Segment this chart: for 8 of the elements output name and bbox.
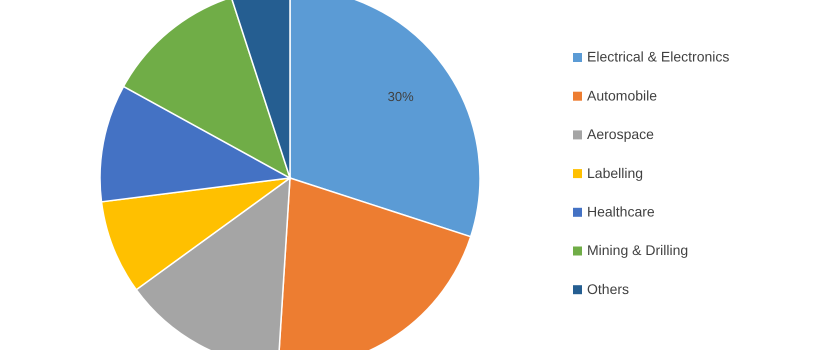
data-label: 30% <box>388 89 414 104</box>
legend-label: Automobile <box>587 87 658 104</box>
legend-label: Healthcare <box>587 204 655 220</box>
legend-label: Labelling <box>587 164 644 181</box>
legend-label: Electrical & Electronics <box>587 48 730 65</box>
legend-label: Aerospace <box>587 126 654 142</box>
legend-label: Mining & Drilling <box>587 242 688 258</box>
legend-label: Others <box>587 280 630 297</box>
